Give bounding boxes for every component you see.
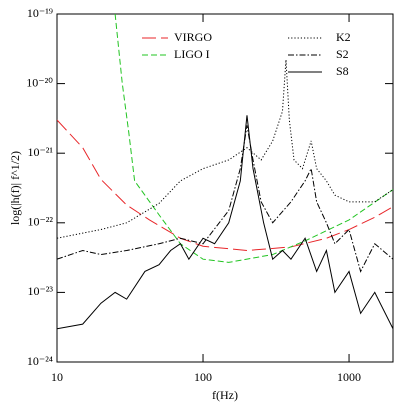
y-tick-label: 10⁻²³ [27,284,53,298]
x-tick-label: 100 [194,370,212,384]
legend-label: VIRGO [174,30,212,44]
x-tick-label: 10 [51,370,63,384]
series-line [114,14,393,263]
y-tick-label: 10⁻²¹ [27,145,53,159]
series-line [57,115,393,330]
y-tick-label: 10⁻²⁴ [27,354,53,368]
series-line [57,125,393,273]
series-line [57,59,393,239]
x-tick-label: 1000 [337,370,361,384]
y-tick-label: 10⁻²⁰ [26,75,53,89]
legend-label: K2 [336,30,351,44]
plot-lines [57,14,393,330]
legend-label: S8 [336,64,349,78]
y-tick-label: 10⁻¹⁹ [27,6,53,20]
y-axis-label: log(|h(f)| f^1/2) [8,151,22,225]
plot-frame [56,13,394,363]
x-axis-label: f(Hz) [212,388,238,402]
legend-label: S2 [336,47,349,61]
y-tick-label: 10⁻²² [27,215,53,229]
series-line [57,119,393,252]
legend-label: LIGO I [174,47,210,61]
